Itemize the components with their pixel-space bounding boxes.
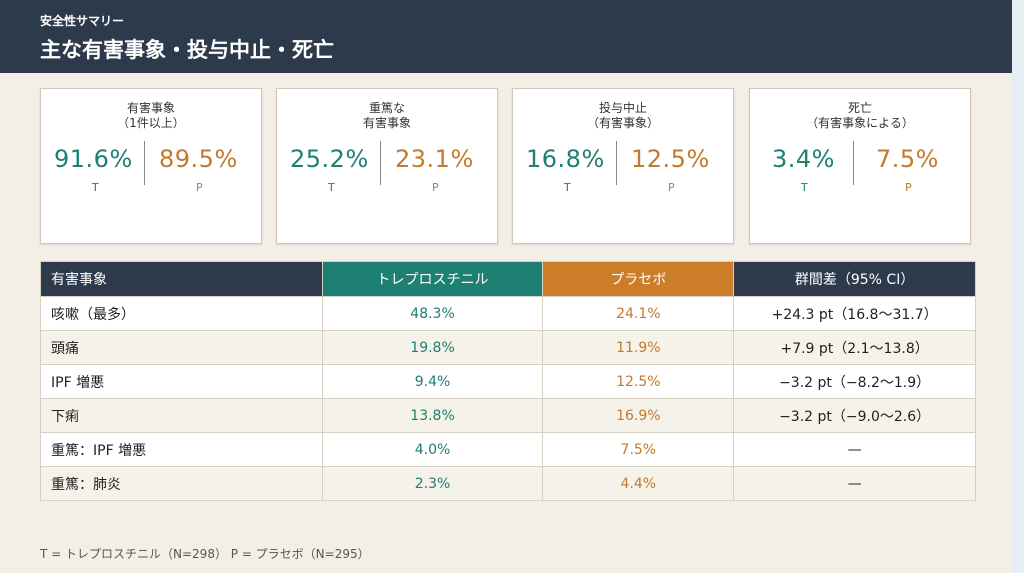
treatment-value: 3.4% <box>772 145 835 173</box>
placebo-group-label: P <box>668 181 675 194</box>
treatment-group-label: T <box>801 181 808 194</box>
cell-placebo: 4.4% <box>542 466 735 501</box>
table-row: 重篤：肺炎 2.3% 4.4% — <box>40 466 976 501</box>
cell-adverse-event: 重篤：肺炎 <box>40 466 323 501</box>
cell-treatment: 4.0% <box>321 432 544 467</box>
cell-adverse-event: 重篤：IPF 増悪 <box>40 432 323 467</box>
card-divider <box>616 141 617 185</box>
cell-difference: −3.2 pt（−9.0〜2.6） <box>733 398 976 433</box>
treatment-value: 25.2% <box>290 145 369 173</box>
cell-treatment: 13.8% <box>321 398 544 433</box>
adverse-events-table: 有害事象 トレプロスチニル プラセボ 群間差（95% CI） 咳嗽（最多） 48… <box>40 261 976 501</box>
table-row: 頭痛 19.8% 11.9% +7.9 pt（2.1〜13.8） <box>40 330 976 365</box>
cell-difference: — <box>733 466 976 501</box>
cell-difference: −3.2 pt（−8.2〜1.9） <box>733 364 976 399</box>
table-row: 咳嗽（最多） 48.3% 24.1% +24.3 pt（16.8〜31.7） <box>40 296 976 331</box>
stat-card-discontinuation: 投与中止 （有害事象） 16.8% 12.5% T P <box>512 88 734 244</box>
stat-card-serious-ae: 重篤な 有害事象 25.2% 23.1% T P <box>276 88 498 244</box>
cell-placebo: 11.9% <box>542 330 735 365</box>
cell-treatment: 48.3% <box>321 296 544 331</box>
cell-adverse-event: IPF 増悪 <box>40 364 323 399</box>
cell-adverse-event: 頭痛 <box>40 330 323 365</box>
table-row: 重篤：IPF 増悪 4.0% 7.5% — <box>40 432 976 467</box>
placebo-group-label: P <box>432 181 439 194</box>
section-kicker: 安全性サマリー <box>40 14 125 28</box>
cell-difference: +24.3 pt（16.8〜31.7） <box>733 296 976 331</box>
treatment-value: 91.6% <box>54 145 133 173</box>
stat-card-label: 重篤な 有害事象 <box>362 101 411 130</box>
cell-treatment: 9.4% <box>321 364 544 399</box>
page-title: 主な有害事象・投与中止・死亡 <box>40 38 334 62</box>
cell-treatment: 2.3% <box>321 466 544 501</box>
placebo-value: 12.5% <box>631 145 710 173</box>
slide-header: 安全性サマリー 主な有害事象・投与中止・死亡 <box>0 0 1012 73</box>
stat-card-any-ae: 有害事象 （1件以上） 91.6% 89.5% T P <box>40 88 262 244</box>
cell-adverse-event: 咳嗽（最多） <box>40 296 323 331</box>
cell-difference: +7.9 pt（2.1〜13.8） <box>733 330 976 365</box>
cell-difference: — <box>733 432 976 467</box>
cell-treatment: 19.8% <box>321 330 544 365</box>
placebo-value: 89.5% <box>159 145 238 173</box>
table-header-row: 有害事象 トレプロスチニル プラセボ 群間差（95% CI） <box>40 261 976 297</box>
treatment-group-label: T <box>564 181 571 194</box>
stat-card-label: 死亡 （有害事象による） <box>806 101 914 130</box>
placebo-group-label: P <box>905 181 912 194</box>
cell-placebo: 7.5% <box>542 432 735 467</box>
card-divider <box>853 141 854 185</box>
footnote: T = トレプロスチニル（N=298） P = プラセボ（N=295） <box>40 547 370 561</box>
cell-adverse-event: 下痢 <box>40 398 323 433</box>
placebo-group-label: P <box>196 181 203 194</box>
cell-placebo: 12.5% <box>542 364 735 399</box>
cell-placebo: 24.1% <box>542 296 735 331</box>
cell-placebo: 16.9% <box>542 398 735 433</box>
card-divider <box>380 141 381 185</box>
column-header-treatment: トレプロスチニル <box>321 261 544 297</box>
treatment-value: 16.8% <box>526 145 605 173</box>
placebo-value: 7.5% <box>876 145 939 173</box>
column-header-placebo: プラセボ <box>542 261 735 297</box>
table-row: IPF 増悪 9.4% 12.5% −3.2 pt（−8.2〜1.9） <box>40 364 976 399</box>
column-header-difference: 群間差（95% CI） <box>733 261 976 297</box>
stat-card-death: 死亡 （有害事象による） 3.4% 7.5% T P <box>749 88 971 244</box>
stat-card-label: 有害事象 （1件以上） <box>117 101 185 130</box>
card-divider <box>144 141 145 185</box>
table-row: 下痢 13.8% 16.9% −3.2 pt（−9.0〜2.6） <box>40 398 976 433</box>
placebo-value: 23.1% <box>395 145 474 173</box>
stat-card-label: 投与中止 （有害事象） <box>586 101 659 130</box>
column-header-adverse-event: 有害事象 <box>40 261 323 297</box>
treatment-group-label: T <box>328 181 335 194</box>
treatment-group-label: T <box>92 181 99 194</box>
